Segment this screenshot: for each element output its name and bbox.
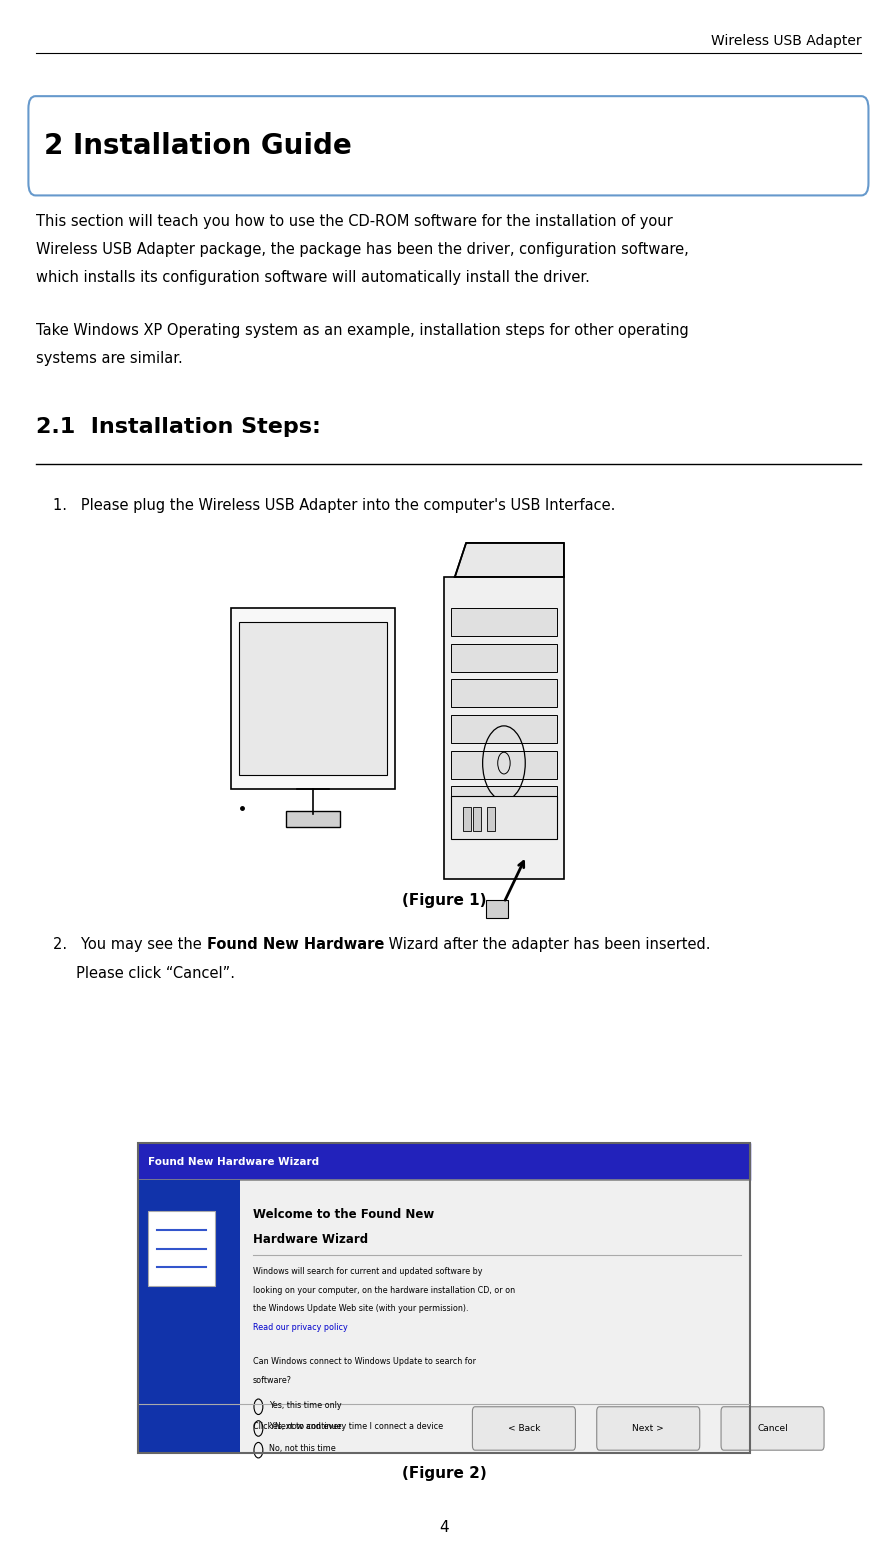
Bar <box>138 1180 750 1453</box>
Bar <box>487 900 508 918</box>
Text: 1.   Please plug the Wireless USB Adapter into the computer's USB Interface.: 1. Please plug the Wireless USB Adapter … <box>53 498 615 513</box>
Bar <box>138 1143 750 1453</box>
Bar <box>148 1211 215 1286</box>
Text: Please click “Cancel”.: Please click “Cancel”. <box>53 966 235 982</box>
Text: software?: software? <box>253 1376 292 1385</box>
Bar <box>138 1143 750 1180</box>
Text: systems are similar.: systems are similar. <box>36 351 182 366</box>
Text: Welcome to the Found New: Welcome to the Found New <box>253 1208 434 1221</box>
Text: Yes, now and every time I connect a device: Yes, now and every time I connect a devi… <box>269 1422 443 1432</box>
Bar <box>487 807 495 831</box>
Bar <box>451 679 557 707</box>
Bar <box>463 807 471 831</box>
Text: Wireless USB Adapter: Wireless USB Adapter <box>710 34 861 48</box>
Polygon shape <box>455 543 564 577</box>
Text: Found New Hardware: Found New Hardware <box>207 937 384 952</box>
Text: looking on your computer, on the hardware installation CD, or on: looking on your computer, on the hardwar… <box>253 1286 515 1295</box>
Text: < Back: < Back <box>508 1424 540 1433</box>
Text: 4: 4 <box>440 1520 448 1535</box>
Bar <box>451 796 557 839</box>
FancyBboxPatch shape <box>597 1407 700 1450</box>
Bar <box>239 622 387 776</box>
Text: 2.1  Installation Steps:: 2.1 Installation Steps: <box>36 417 321 437</box>
Text: Windows will search for current and updated software by: Windows will search for current and upda… <box>253 1267 482 1276</box>
Bar <box>451 751 557 779</box>
Bar <box>451 715 557 743</box>
Text: Wizard after the adapter has been inserted.: Wizard after the adapter has been insert… <box>384 937 710 952</box>
Text: Yes, this time only: Yes, this time only <box>269 1401 342 1410</box>
Text: Hardware Wizard: Hardware Wizard <box>253 1233 369 1245</box>
Text: 2 Installation Guide: 2 Installation Guide <box>44 132 353 160</box>
FancyBboxPatch shape <box>721 1407 824 1450</box>
Text: No, not this time: No, not this time <box>269 1444 336 1453</box>
Text: Found New Hardware Wizard: Found New Hardware Wizard <box>148 1157 320 1166</box>
Text: Click Next to continue.: Click Next to continue. <box>253 1422 344 1432</box>
Text: which installs its configuration software will automatically install the driver.: which installs its configuration softwar… <box>36 270 590 285</box>
Text: Read our privacy policy: Read our privacy policy <box>253 1323 348 1332</box>
Bar <box>444 577 564 879</box>
Text: Next >: Next > <box>632 1424 664 1433</box>
Bar <box>286 811 339 827</box>
Bar <box>451 786 557 814</box>
FancyBboxPatch shape <box>472 1407 575 1450</box>
Bar <box>231 608 395 789</box>
Bar <box>473 807 481 831</box>
Bar <box>451 644 557 672</box>
Bar <box>451 608 557 636</box>
Bar <box>138 1180 240 1453</box>
Text: (Figure 1): (Figure 1) <box>401 893 487 909</box>
Text: the Windows Update Web site (with your permission).: the Windows Update Web site (with your p… <box>253 1304 469 1314</box>
Text: Can Windows connect to Windows Update to search for: Can Windows connect to Windows Update to… <box>253 1357 476 1366</box>
Text: Wireless USB Adapter package, the package has been the driver, configuration sof: Wireless USB Adapter package, the packag… <box>36 242 688 257</box>
Text: Take Windows XP Operating system as an example, installation steps for other ope: Take Windows XP Operating system as an e… <box>36 323 688 338</box>
FancyBboxPatch shape <box>28 96 868 195</box>
Text: Cancel: Cancel <box>757 1424 788 1433</box>
Text: (Figure 2): (Figure 2) <box>401 1466 487 1481</box>
Text: This section will teach you how to use the CD-ROM software for the installation : This section will teach you how to use t… <box>36 214 672 230</box>
Text: 2.   You may see the: 2. You may see the <box>53 937 207 952</box>
